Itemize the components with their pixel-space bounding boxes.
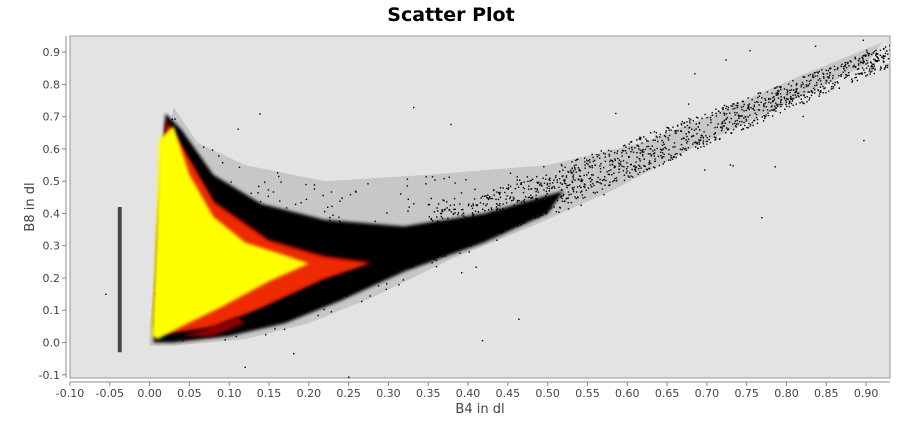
y-axis-label: B8 in dl — [23, 182, 38, 231]
x-tick-label: -0.10 — [56, 387, 84, 400]
y-tick-label: 0.1 — [43, 304, 61, 317]
y-tick-label: 0.4 — [43, 207, 61, 220]
y-tick-label: 0.5 — [43, 175, 61, 188]
x-tick-label: 0.00 — [137, 387, 162, 400]
low-blob — [181, 316, 246, 337]
x-tick-label: 0.15 — [257, 387, 282, 400]
y-axis: -0.1 0.0 0.1 0.2 0.3 0.4 0.5 0.6 0.7 0.8 0.9 — [39, 36, 67, 382]
chart-title: Scatter Plot — [387, 4, 515, 26]
x-tick-label: 0.75 — [734, 387, 759, 400]
y-tick-label: 0.6 — [43, 143, 61, 156]
x-tick-label: 0.25 — [336, 387, 361, 400]
y-tick-label: 0.9 — [43, 46, 61, 59]
density-layer — [105, 39, 890, 378]
yellow-core — [152, 126, 309, 340]
x-tick-label: 0.90 — [854, 387, 879, 400]
x-tick-label: 0.05 — [177, 387, 202, 400]
y-tick-label: 0.7 — [43, 111, 61, 124]
y-tick-label: 0.3 — [43, 240, 61, 253]
x-tick-label: 0.50 — [535, 387, 560, 400]
y-tick-label: 0.2 — [43, 272, 61, 285]
y-tick-label: 0.8 — [43, 78, 61, 91]
left-streak — [117, 207, 122, 353]
x-axis: -0.10 -0.05 0.00 0.05 0.10 0.15 0.20 0.25 0.30 0.… — [56, 381, 890, 400]
x-axis-label: B4 in dl — [455, 402, 504, 417]
x-tick-label: 0.40 — [456, 387, 481, 400]
sparse-points — [105, 39, 890, 378]
x-tick-label: -0.05 — [96, 387, 124, 400]
x-tick-label: 0.70 — [695, 387, 720, 400]
x-tick-label: 0.45 — [496, 387, 521, 400]
x-tick-label: 0.10 — [217, 387, 242, 400]
y-tick-label: -0.1 — [39, 369, 60, 382]
x-tick-label: 0.55 — [575, 387, 600, 400]
x-tick-label: 0.85 — [814, 387, 839, 400]
x-tick-label: 0.20 — [297, 387, 322, 400]
x-tick-label: 0.30 — [376, 387, 401, 400]
x-tick-label: 0.35 — [416, 387, 441, 400]
x-tick-label: 0.60 — [615, 387, 640, 400]
x-tick-label: 0.80 — [774, 387, 799, 400]
y-tick-label: 0.0 — [43, 337, 61, 350]
x-tick-label: 0.65 — [655, 387, 680, 400]
